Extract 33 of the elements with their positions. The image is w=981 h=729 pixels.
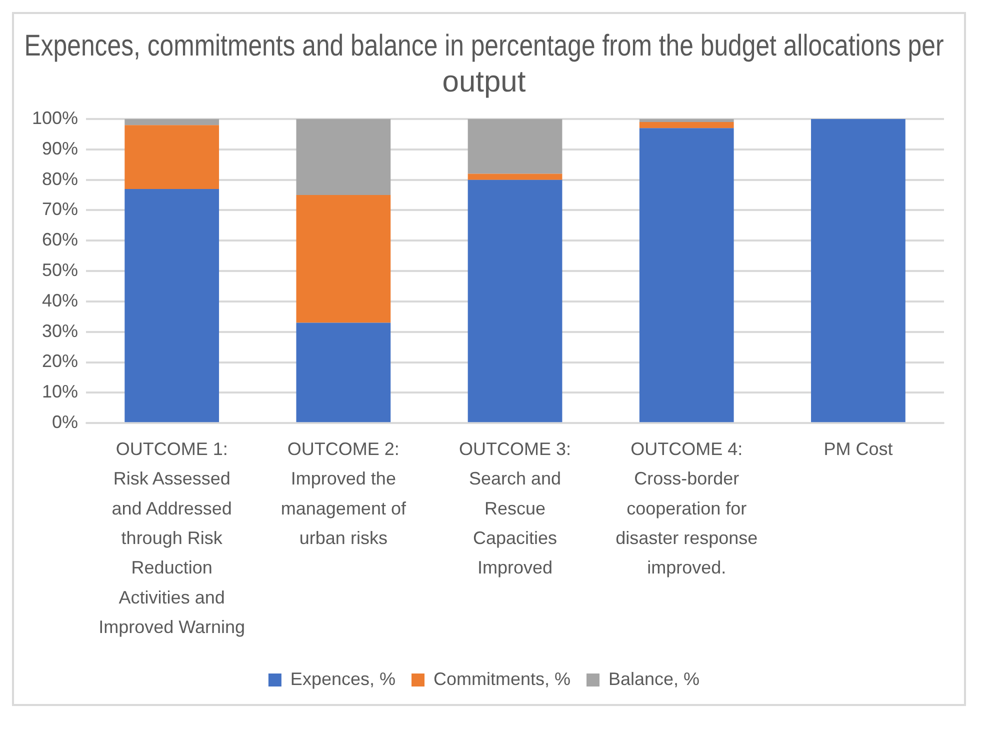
bar <box>468 119 562 174</box>
bar <box>468 174 562 180</box>
bar <box>124 125 220 189</box>
y-tick-label: 10% <box>42 382 78 402</box>
y-tick-label: 100% <box>32 108 78 128</box>
bar <box>124 119 220 126</box>
y-tick-label: 20% <box>42 351 78 372</box>
legend-label: Expences, % <box>290 668 396 689</box>
y-tick-label: 50% <box>42 260 78 280</box>
legend-label: Commitments, % <box>433 668 571 689</box>
x-tick-label: OUTCOME 2: Improved the management of urban risks <box>280 438 407 548</box>
bar <box>296 195 391 323</box>
y-tick-label: 60% <box>42 230 78 250</box>
bar <box>639 122 734 128</box>
bar <box>296 322 391 422</box>
bar <box>639 119 734 122</box>
x-tick-label: OUTCOME 3: Search and Rescue Capacities Improved <box>459 438 572 578</box>
bar <box>639 128 734 422</box>
legend-label: Balance, % <box>608 668 700 689</box>
y-tick-label: 40% <box>42 290 78 310</box>
x-tick-label: OUTCOME 4: Cross-border cooperation for disaster response improved. <box>616 438 758 578</box>
x-tick-label: PM Cost <box>824 438 893 459</box>
x-tick-label: OUTCOME 1: Risk Assessed and Addressed through Risk Reduction Activities and Improved Warning <box>98 438 246 638</box>
y-tick-label: 70% <box>42 199 78 220</box>
y-tick-label: 0% <box>52 412 78 432</box>
bar <box>468 180 562 422</box>
chart-title: Expences, commitments and balance in percentage from the budget allocations per output <box>24 28 944 98</box>
bar <box>124 188 220 422</box>
y-tick-label: 30% <box>42 320 78 341</box>
bar <box>296 119 391 196</box>
y-tick-label: 90% <box>42 138 78 158</box>
y-tick-label: 80% <box>42 168 78 189</box>
bar <box>811 119 906 422</box>
